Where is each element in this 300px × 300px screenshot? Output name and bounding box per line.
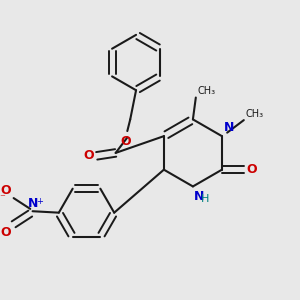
- Text: N: N: [27, 197, 38, 210]
- Text: CH₃: CH₃: [197, 86, 215, 96]
- Text: O: O: [1, 226, 11, 239]
- Text: O: O: [1, 184, 11, 196]
- Text: O: O: [84, 149, 94, 162]
- Text: ⁻: ⁻: [0, 194, 5, 204]
- Text: H: H: [201, 194, 209, 204]
- Text: O: O: [246, 163, 257, 176]
- Text: +: +: [36, 197, 43, 206]
- Text: O: O: [121, 135, 131, 148]
- Text: N: N: [224, 121, 235, 134]
- Text: CH₃: CH₃: [245, 109, 263, 119]
- Text: N: N: [194, 190, 205, 203]
